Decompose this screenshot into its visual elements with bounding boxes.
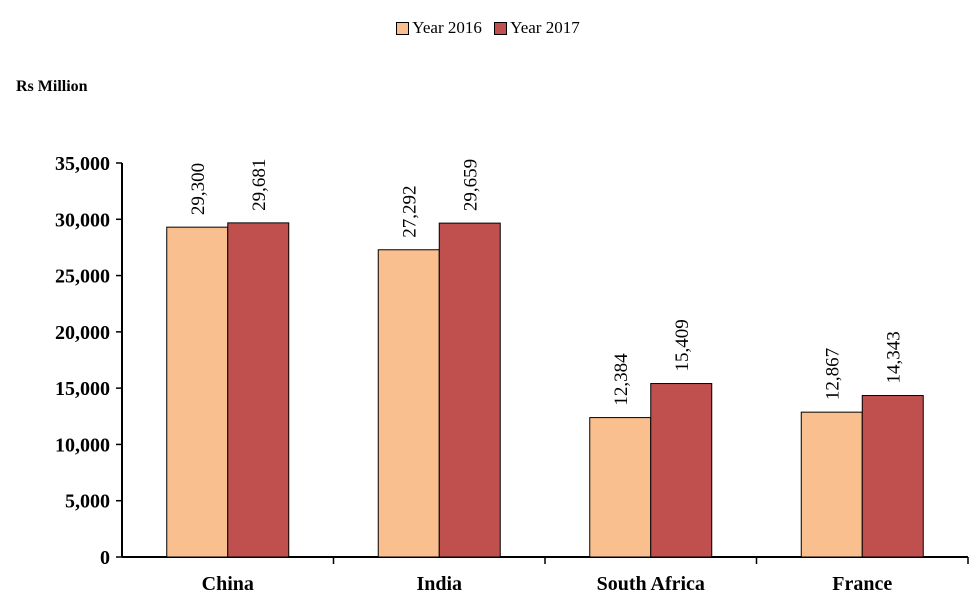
- y-tick-label: 15,000: [55, 378, 110, 400]
- y-tick-label: 0: [100, 547, 110, 569]
- data-label: 12,867: [823, 348, 844, 400]
- data-label: 12,384: [611, 353, 632, 406]
- data-label: 14,343: [884, 331, 905, 383]
- data-label: 29,300: [188, 163, 209, 215]
- bar: [861, 395, 924, 558]
- data-label: 29,681: [249, 159, 270, 211]
- bar: [377, 249, 440, 558]
- x-tick-label: South Africa: [597, 573, 705, 595]
- y-tick-label: 20,000: [55, 322, 110, 344]
- legend: Year 2016 Year 2017: [0, 18, 976, 40]
- data-label: 27,292: [400, 186, 421, 238]
- legend-label-2017: Year 2017: [510, 18, 580, 37]
- y-unit-label: Rs Million: [16, 78, 88, 95]
- data-label: 15,409: [672, 319, 693, 371]
- y-tick-label: 10,000: [55, 434, 110, 456]
- bar: [438, 222, 501, 558]
- bar: [589, 417, 652, 558]
- y-tick-label: 25,000: [55, 266, 110, 288]
- x-tick-label: France: [832, 573, 892, 595]
- y-tick-label: 30,000: [55, 209, 110, 231]
- bar: [227, 222, 290, 558]
- y-tick-label: 5,000: [65, 491, 110, 513]
- legend-swatch-2016: [396, 21, 410, 35]
- y-tick-label: 35,000: [55, 153, 110, 175]
- legend-item-2016: Year 2016: [396, 18, 482, 38]
- legend-label-2016: Year 2016: [412, 18, 482, 37]
- legend-item-2017: Year 2017: [494, 18, 580, 38]
- bar: [166, 226, 229, 558]
- data-label: 29,659: [461, 159, 482, 211]
- x-tick-label: China: [202, 573, 254, 595]
- bar: [650, 383, 713, 558]
- bar: [800, 411, 863, 558]
- x-tick-label: India: [416, 573, 462, 595]
- legend-swatch-2017: [494, 21, 508, 35]
